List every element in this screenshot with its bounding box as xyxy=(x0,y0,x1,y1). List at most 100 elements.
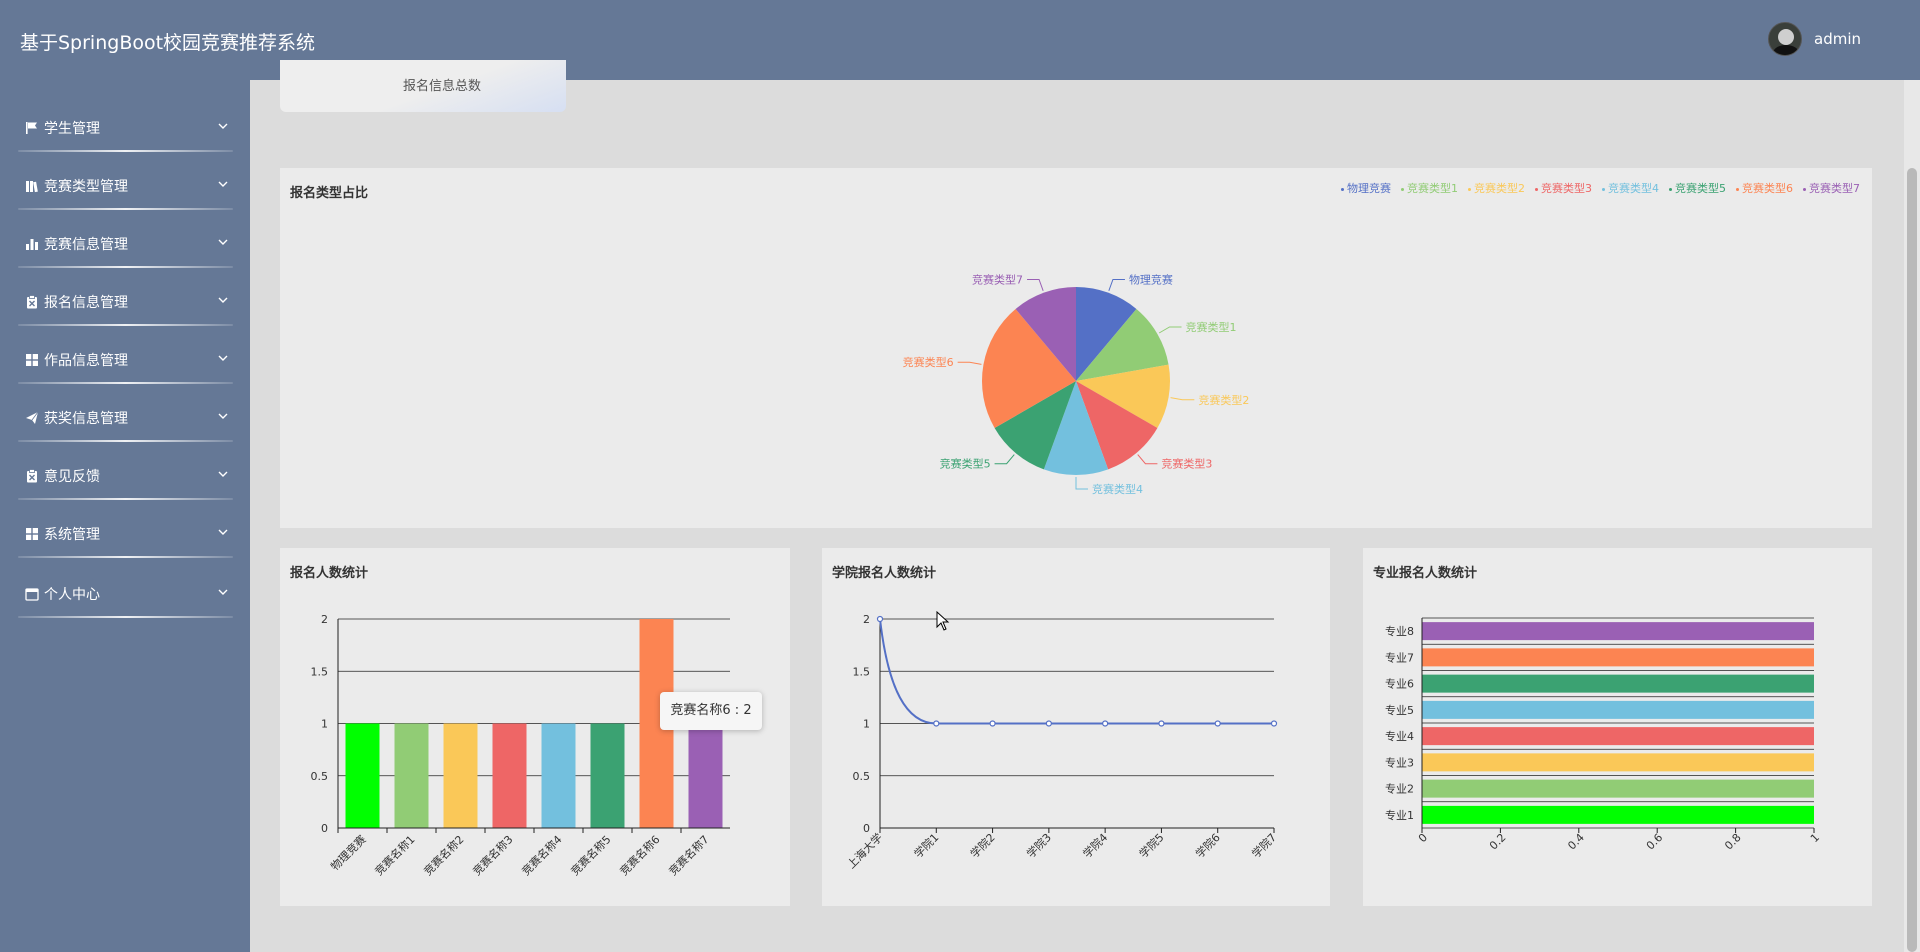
chevron-down-icon[interactable] xyxy=(216,524,230,538)
menu-divider xyxy=(18,440,233,442)
line-point[interactable] xyxy=(876,615,884,623)
bar[interactable] xyxy=(590,723,625,829)
scrollbar-thumb[interactable] xyxy=(1907,168,1917,952)
menu-divider xyxy=(18,382,233,384)
line-point[interactable] xyxy=(1270,720,1278,727)
legend-dot xyxy=(1803,187,1806,191)
line-point[interactable] xyxy=(1214,720,1221,727)
pie-slice[interactable] xyxy=(1015,287,1076,381)
sidebar-item-label: 意见反馈 xyxy=(44,469,100,485)
pie-chart-panel: 报名类型占比 物理竞赛 竞赛类型1 竞赛类型2 竞赛类型3 竞赛类型4 竞赛类型5 竞赛类型… xyxy=(280,168,1872,528)
sidebar-item[interactable]: 意见反馈 xyxy=(0,446,250,504)
x-tick-label: 物理竞赛 xyxy=(328,832,369,873)
y-tick-label: 1 xyxy=(863,718,870,731)
sidebar-item[interactable]: 学生管理 xyxy=(0,98,250,156)
sidebar-item[interactable]: 竞赛类型管理 xyxy=(0,156,250,214)
y-tick-label: 专业1 xyxy=(1385,808,1414,822)
legend-item[interactable]: 竞赛类型7 xyxy=(1803,180,1860,196)
chevron-down-icon[interactable] xyxy=(216,118,230,132)
chevron-down-icon[interactable] xyxy=(216,408,230,422)
pie-slice-label: 竞赛类型7 xyxy=(972,273,1023,287)
chevron-down-icon[interactable] xyxy=(216,350,230,364)
sidebar-item[interactable]: 系统管理 xyxy=(0,504,250,562)
hbar[interactable] xyxy=(1422,727,1814,746)
line-point[interactable] xyxy=(989,720,996,727)
legend-item[interactable]: 竞赛类型1 xyxy=(1401,180,1458,196)
grid-icon xyxy=(25,352,39,366)
x-tick-label: 上海大学 xyxy=(844,830,885,871)
sidebar-item-label: 作品信息管理 xyxy=(44,353,128,369)
menu-divider xyxy=(18,556,233,558)
flag-icon xyxy=(25,120,39,134)
sidebar-item[interactable]: 个人中心 xyxy=(0,564,250,622)
pie-label-line xyxy=(1027,279,1044,291)
hbar[interactable] xyxy=(1422,622,1814,641)
page-scrollbar[interactable] xyxy=(1904,80,1920,952)
hbar[interactable] xyxy=(1422,674,1814,693)
line-point[interactable] xyxy=(933,720,940,727)
legend-label: 竞赛类型2 xyxy=(1474,182,1525,195)
x-tick-label: 0.6 xyxy=(1644,831,1666,853)
menu-divider xyxy=(18,324,233,326)
legend-dot xyxy=(1535,187,1538,191)
bar[interactable] xyxy=(541,723,576,829)
sidebar-item-label: 竞赛类型管理 xyxy=(44,179,128,195)
sidebar-item-label: 学生管理 xyxy=(44,121,100,137)
bar[interactable] xyxy=(443,723,478,829)
username[interactable]: admin xyxy=(1814,30,1861,48)
hbar[interactable] xyxy=(1422,779,1814,798)
avatar[interactable] xyxy=(1768,22,1802,56)
pie-slice[interactable] xyxy=(982,308,1076,428)
pie-slice[interactable] xyxy=(1076,308,1169,381)
chevron-down-icon[interactable] xyxy=(216,234,230,248)
legend-item[interactable]: 竞赛类型4 xyxy=(1602,180,1659,196)
pie-slice-label: 竞赛类型2 xyxy=(1198,393,1249,407)
chevron-down-icon[interactable] xyxy=(216,292,230,306)
user-menu[interactable]: admin xyxy=(1768,22,1861,56)
y-tick-label: 2 xyxy=(321,613,328,626)
sidebar-item[interactable]: 作品信息管理 xyxy=(0,330,250,388)
legend-item[interactable]: 物理竞赛 xyxy=(1341,180,1391,196)
hbar[interactable] xyxy=(1422,805,1814,824)
legend-item[interactable]: 竞赛类型2 xyxy=(1468,180,1525,196)
pie-label-line xyxy=(1170,397,1195,401)
legend-item[interactable]: 竞赛类型3 xyxy=(1535,180,1592,196)
sidebar-item[interactable]: 获奖信息管理 xyxy=(0,388,250,446)
stat-card-label: 报名信息总数 xyxy=(403,79,482,94)
bar[interactable] xyxy=(394,723,429,829)
legend-label: 竞赛类型4 xyxy=(1608,182,1659,195)
legend-item[interactable]: 竞赛类型5 xyxy=(1669,180,1726,196)
sidebar-item[interactable]: 报名信息管理 xyxy=(0,272,250,330)
pie-slice[interactable] xyxy=(994,381,1076,470)
hbar-chart-title: 专业报名人数统计 xyxy=(1373,566,1478,581)
legend-label: 竞赛类型6 xyxy=(1742,182,1793,195)
hbar[interactable] xyxy=(1422,700,1814,719)
chevron-down-icon[interactable] xyxy=(216,466,230,480)
pie-slice[interactable] xyxy=(1043,381,1109,475)
y-tick-label: 专业3 xyxy=(1385,755,1414,769)
pie-slice[interactable] xyxy=(1076,287,1137,381)
y-tick-label: 专业6 xyxy=(1385,677,1414,691)
chevron-down-icon[interactable] xyxy=(216,176,230,190)
bar[interactable] xyxy=(688,723,723,829)
hbar[interactable] xyxy=(1422,648,1814,667)
pie-slice-label: 竞赛类型4 xyxy=(1092,482,1143,496)
line-point[interactable] xyxy=(1158,720,1165,727)
x-tick-label: 竞赛名称2 xyxy=(421,832,467,878)
bar[interactable] xyxy=(492,723,527,829)
pie-slice[interactable] xyxy=(1076,364,1170,428)
hbar[interactable] xyxy=(1422,753,1814,772)
sidebar-item[interactable]: 竞赛信息管理 xyxy=(0,214,250,272)
bar[interactable] xyxy=(345,723,380,829)
clipboard-icon xyxy=(25,468,39,483)
pie-slice[interactable] xyxy=(1076,381,1158,470)
pie-slice-label: 物理竞赛 xyxy=(1129,273,1173,287)
chevron-down-icon[interactable] xyxy=(216,584,230,598)
line-point[interactable] xyxy=(1102,720,1109,727)
y-tick-label: 0.5 xyxy=(853,770,871,783)
pie-slice-label: 竞赛类型6 xyxy=(903,355,954,369)
legend-item[interactable]: 竞赛类型6 xyxy=(1736,180,1793,196)
clipboard-icon xyxy=(25,294,39,309)
line-point[interactable] xyxy=(1045,720,1052,727)
y-tick-label: 专业8 xyxy=(1385,624,1414,638)
